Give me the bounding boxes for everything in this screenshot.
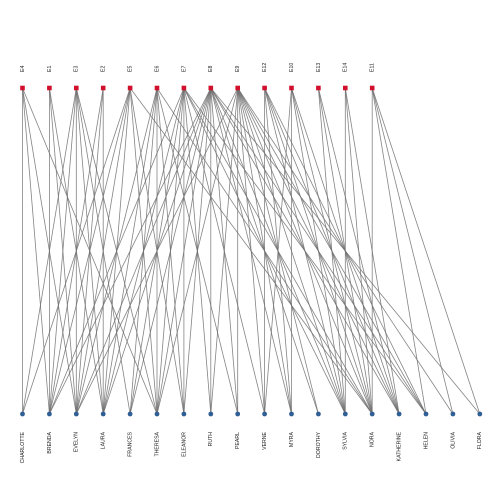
edge-e11-olivia: [371, 87, 454, 415]
person-node-evelyn: [73, 411, 79, 417]
event-node-e14: [343, 85, 348, 91]
edge-e5-charlotte: [22, 87, 131, 415]
person-node-nora: [369, 411, 375, 417]
edge-e8-theresa: [156, 87, 212, 415]
person-node-olivia: [450, 411, 456, 417]
person-label-helen: HELEN: [423, 432, 429, 450]
event-node-e12: [262, 85, 267, 91]
person-label-pearl: PEARL: [235, 432, 241, 449]
person-label-sylvia: SYLVIA: [343, 431, 349, 449]
person-label-dorothy: DOROTHY: [316, 431, 322, 457]
edge-e8-frances: [129, 87, 212, 415]
event-node-e7: [181, 85, 187, 91]
event-label-e1: E1: [47, 66, 53, 72]
edge-e9-verne: [237, 87, 265, 415]
person-node-frances: [127, 411, 133, 417]
person-label-evelyn: EVELYN: [74, 432, 80, 452]
person-node-verne: [262, 411, 267, 417]
edge-e10-sylvia: [291, 87, 346, 415]
edge-e10-verne: [264, 87, 292, 415]
event-node-e1: [47, 85, 52, 91]
event-node-e5: [127, 85, 133, 91]
event-label-e3: E3: [74, 66, 80, 72]
person-label-nora: NORA: [370, 431, 376, 447]
event-node-e3: [74, 85, 79, 91]
person-label-verne: VERNE: [262, 431, 268, 449]
event-node-e10: [289, 85, 294, 91]
person-node-eleanor: [181, 411, 187, 417]
person-node-dorothy: [316, 411, 321, 417]
event-node-e11: [369, 85, 375, 91]
person-node-brenda: [47, 411, 52, 417]
person-node-sylvia: [342, 411, 348, 417]
bottom-nodes-layer: CHARLOTTE BRENDA EVELYN LAURA FRANCES THERESA…: [20, 411, 483, 463]
event-label-e5: E5: [127, 66, 133, 72]
edge-e8-brenda: [49, 87, 212, 415]
event-label-e11: E11: [370, 63, 376, 72]
event-node-e2: [100, 85, 106, 91]
event-label-e9: E9: [235, 66, 241, 72]
person-node-theresa: [154, 411, 160, 417]
person-node-laura: [100, 411, 106, 417]
top-nodes-layer: E4 E1 E3 E2 E5 E6 E7 E8 E9 E12 E10 E13 E14 E11: [20, 63, 376, 91]
person-label-flora: FLORA: [477, 431, 483, 449]
edge-e11-flora: [371, 87, 481, 415]
person-node-myra: [289, 411, 294, 417]
edge-e5-evelyn: [75, 87, 131, 415]
person-label-olivia: OLIVIA: [450, 431, 456, 448]
edge-e4-brenda: [22, 87, 50, 415]
person-label-ruth: RUTH: [208, 432, 214, 447]
person-node-katherine: [396, 411, 402, 417]
event-node-e8: [208, 85, 214, 91]
event-node-e9: [235, 85, 240, 91]
event-label-e8: E8: [208, 66, 214, 72]
edge-e9-theresa: [156, 87, 239, 415]
edge-e7-brenda: [49, 87, 185, 415]
edge-e5-brenda: [49, 87, 131, 415]
person-label-brenda: BRENDA: [47, 431, 53, 453]
event-node-e4: [20, 85, 25, 91]
event-label-e13: E13: [316, 63, 322, 72]
person-node-helen: [423, 411, 429, 417]
edge-e9-evelyn: [75, 87, 239, 415]
person-node-flora: [477, 411, 483, 417]
event-label-e6: E6: [154, 66, 160, 72]
person-label-frances: FRANCES: [127, 431, 133, 456]
person-label-myra: MYRA: [289, 431, 295, 447]
edge-e8-evelyn: [75, 87, 212, 415]
edge-e13-sylvia: [318, 87, 346, 415]
event-label-e10: E10: [289, 63, 295, 72]
person-node-charlotte: [20, 411, 25, 417]
event-label-e4: E4: [20, 66, 26, 72]
person-label-laura: LAURA: [101, 431, 107, 449]
edge-e12-sylvia: [264, 87, 346, 415]
edge-e11-helen: [371, 87, 427, 415]
person-label-katherine: KATHERINE: [396, 431, 402, 461]
person-label-theresa: THERESA: [154, 431, 160, 456]
edge-e3-brenda: [49, 87, 77, 415]
event-label-e12: E12: [262, 63, 268, 72]
edge-e3-charlotte: [22, 87, 77, 415]
person-label-charlotte: CHARLOTTE: [20, 431, 26, 463]
person-label-eleanor: ELEANOR: [181, 432, 187, 457]
event-label-e7: E7: [181, 66, 187, 72]
person-node-ruth: [208, 411, 214, 417]
edge-e9-ruth: [210, 87, 239, 415]
edge-e14-nora: [344, 87, 373, 415]
person-node-pearl: [235, 411, 241, 417]
event-label-e2: E2: [101, 66, 107, 72]
event-node-e13: [316, 85, 321, 91]
event-label-e14: E14: [343, 63, 349, 72]
event-node-e6: [154, 85, 160, 91]
edges-layer: [22, 87, 481, 415]
